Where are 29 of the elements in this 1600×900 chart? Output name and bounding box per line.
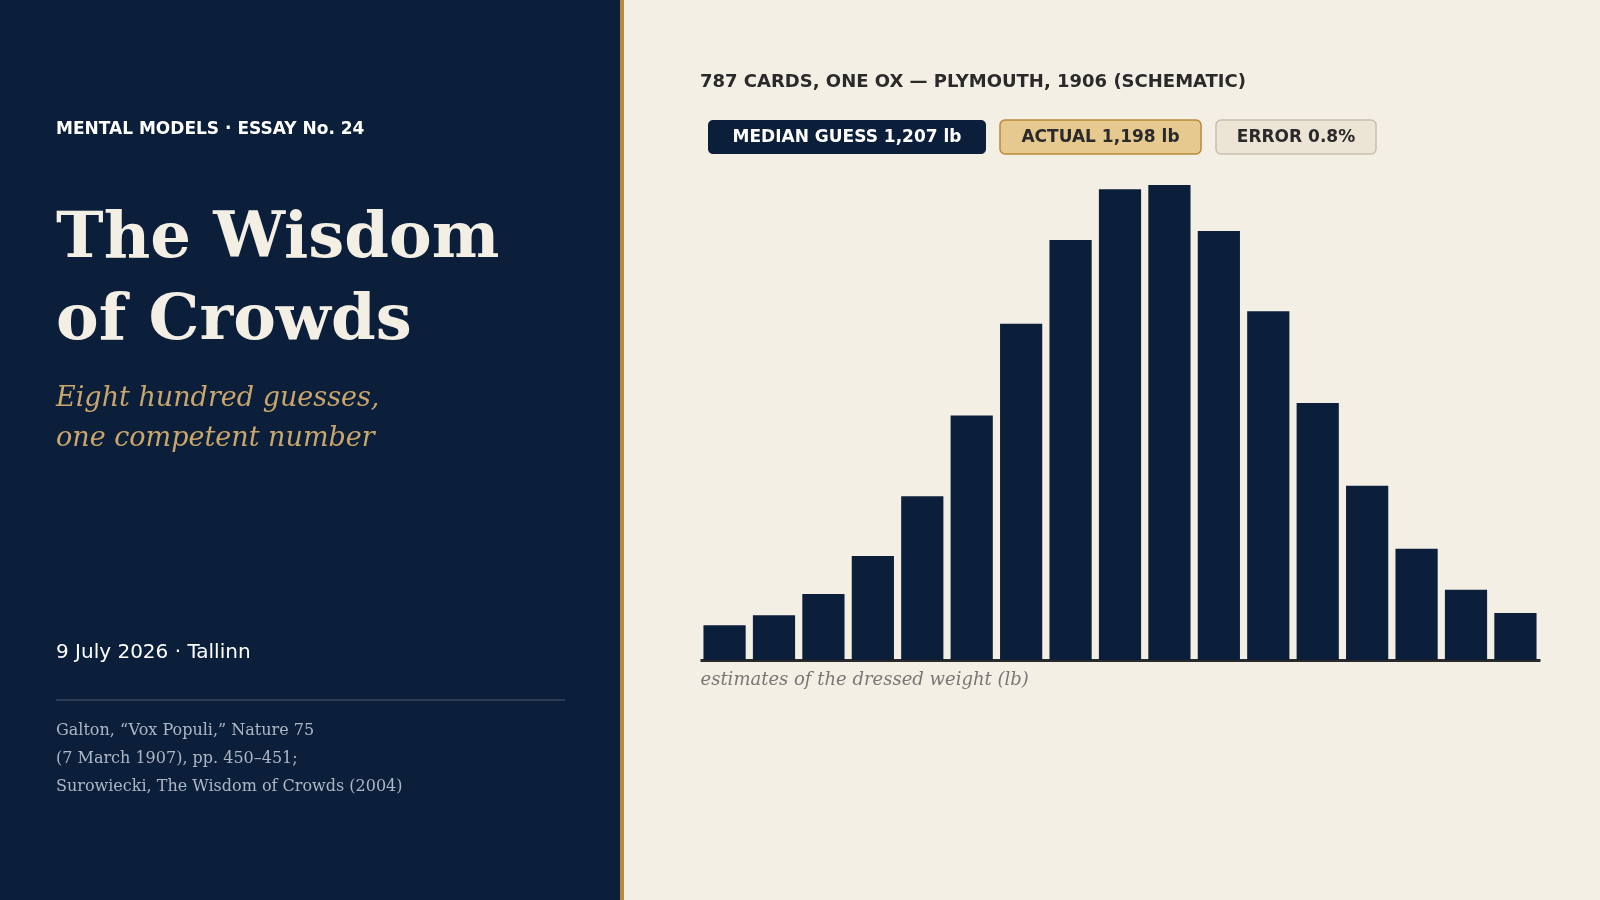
bar	[703, 625, 746, 660]
text: ERROR 0.8%	[1236, 126, 1356, 146]
bar	[1000, 323, 1043, 660]
text: 787 CARDS, ONE OX — PLYMOUTH, 1906 (SCHEMATIC)	[700, 70, 1247, 91]
x-axis-title: estimates of the dressed weight (lb)	[700, 667, 1029, 689]
bar	[1098, 189, 1142, 660]
bar	[950, 415, 993, 660]
text: MENTAL MODELS · ESSAY No. 24	[56, 118, 365, 138]
text: ACTUAL 1,198 lb	[1021, 126, 1180, 146]
bar	[1049, 240, 1092, 660]
bar	[1296, 403, 1339, 660]
text: Eight hundred guesses, one competent number	[55, 381, 380, 452]
bar	[1346, 485, 1389, 660]
bar	[851, 555, 894, 660]
bar	[1395, 548, 1438, 660]
bar	[1247, 311, 1290, 660]
bar	[901, 496, 944, 660]
bar	[1197, 231, 1240, 660]
bar	[752, 615, 796, 660]
bar	[1148, 185, 1191, 660]
text: Surowiecki, The Wisdom of Crowds (2004)	[56, 776, 403, 795]
text: (7 March 1907), pp. 450–451;	[56, 748, 298, 767]
bar	[1494, 612, 1537, 660]
bar	[802, 593, 845, 660]
text: 9 July 2026 · Tallinn	[56, 639, 251, 663]
text: MEDIAN GUESS 1,207 lb	[732, 126, 962, 146]
bar	[1444, 589, 1488, 660]
text: Galton, “Vox Populi,” Nature 75	[56, 720, 315, 739]
text: The Wisdom of Crowds	[56, 197, 500, 354]
